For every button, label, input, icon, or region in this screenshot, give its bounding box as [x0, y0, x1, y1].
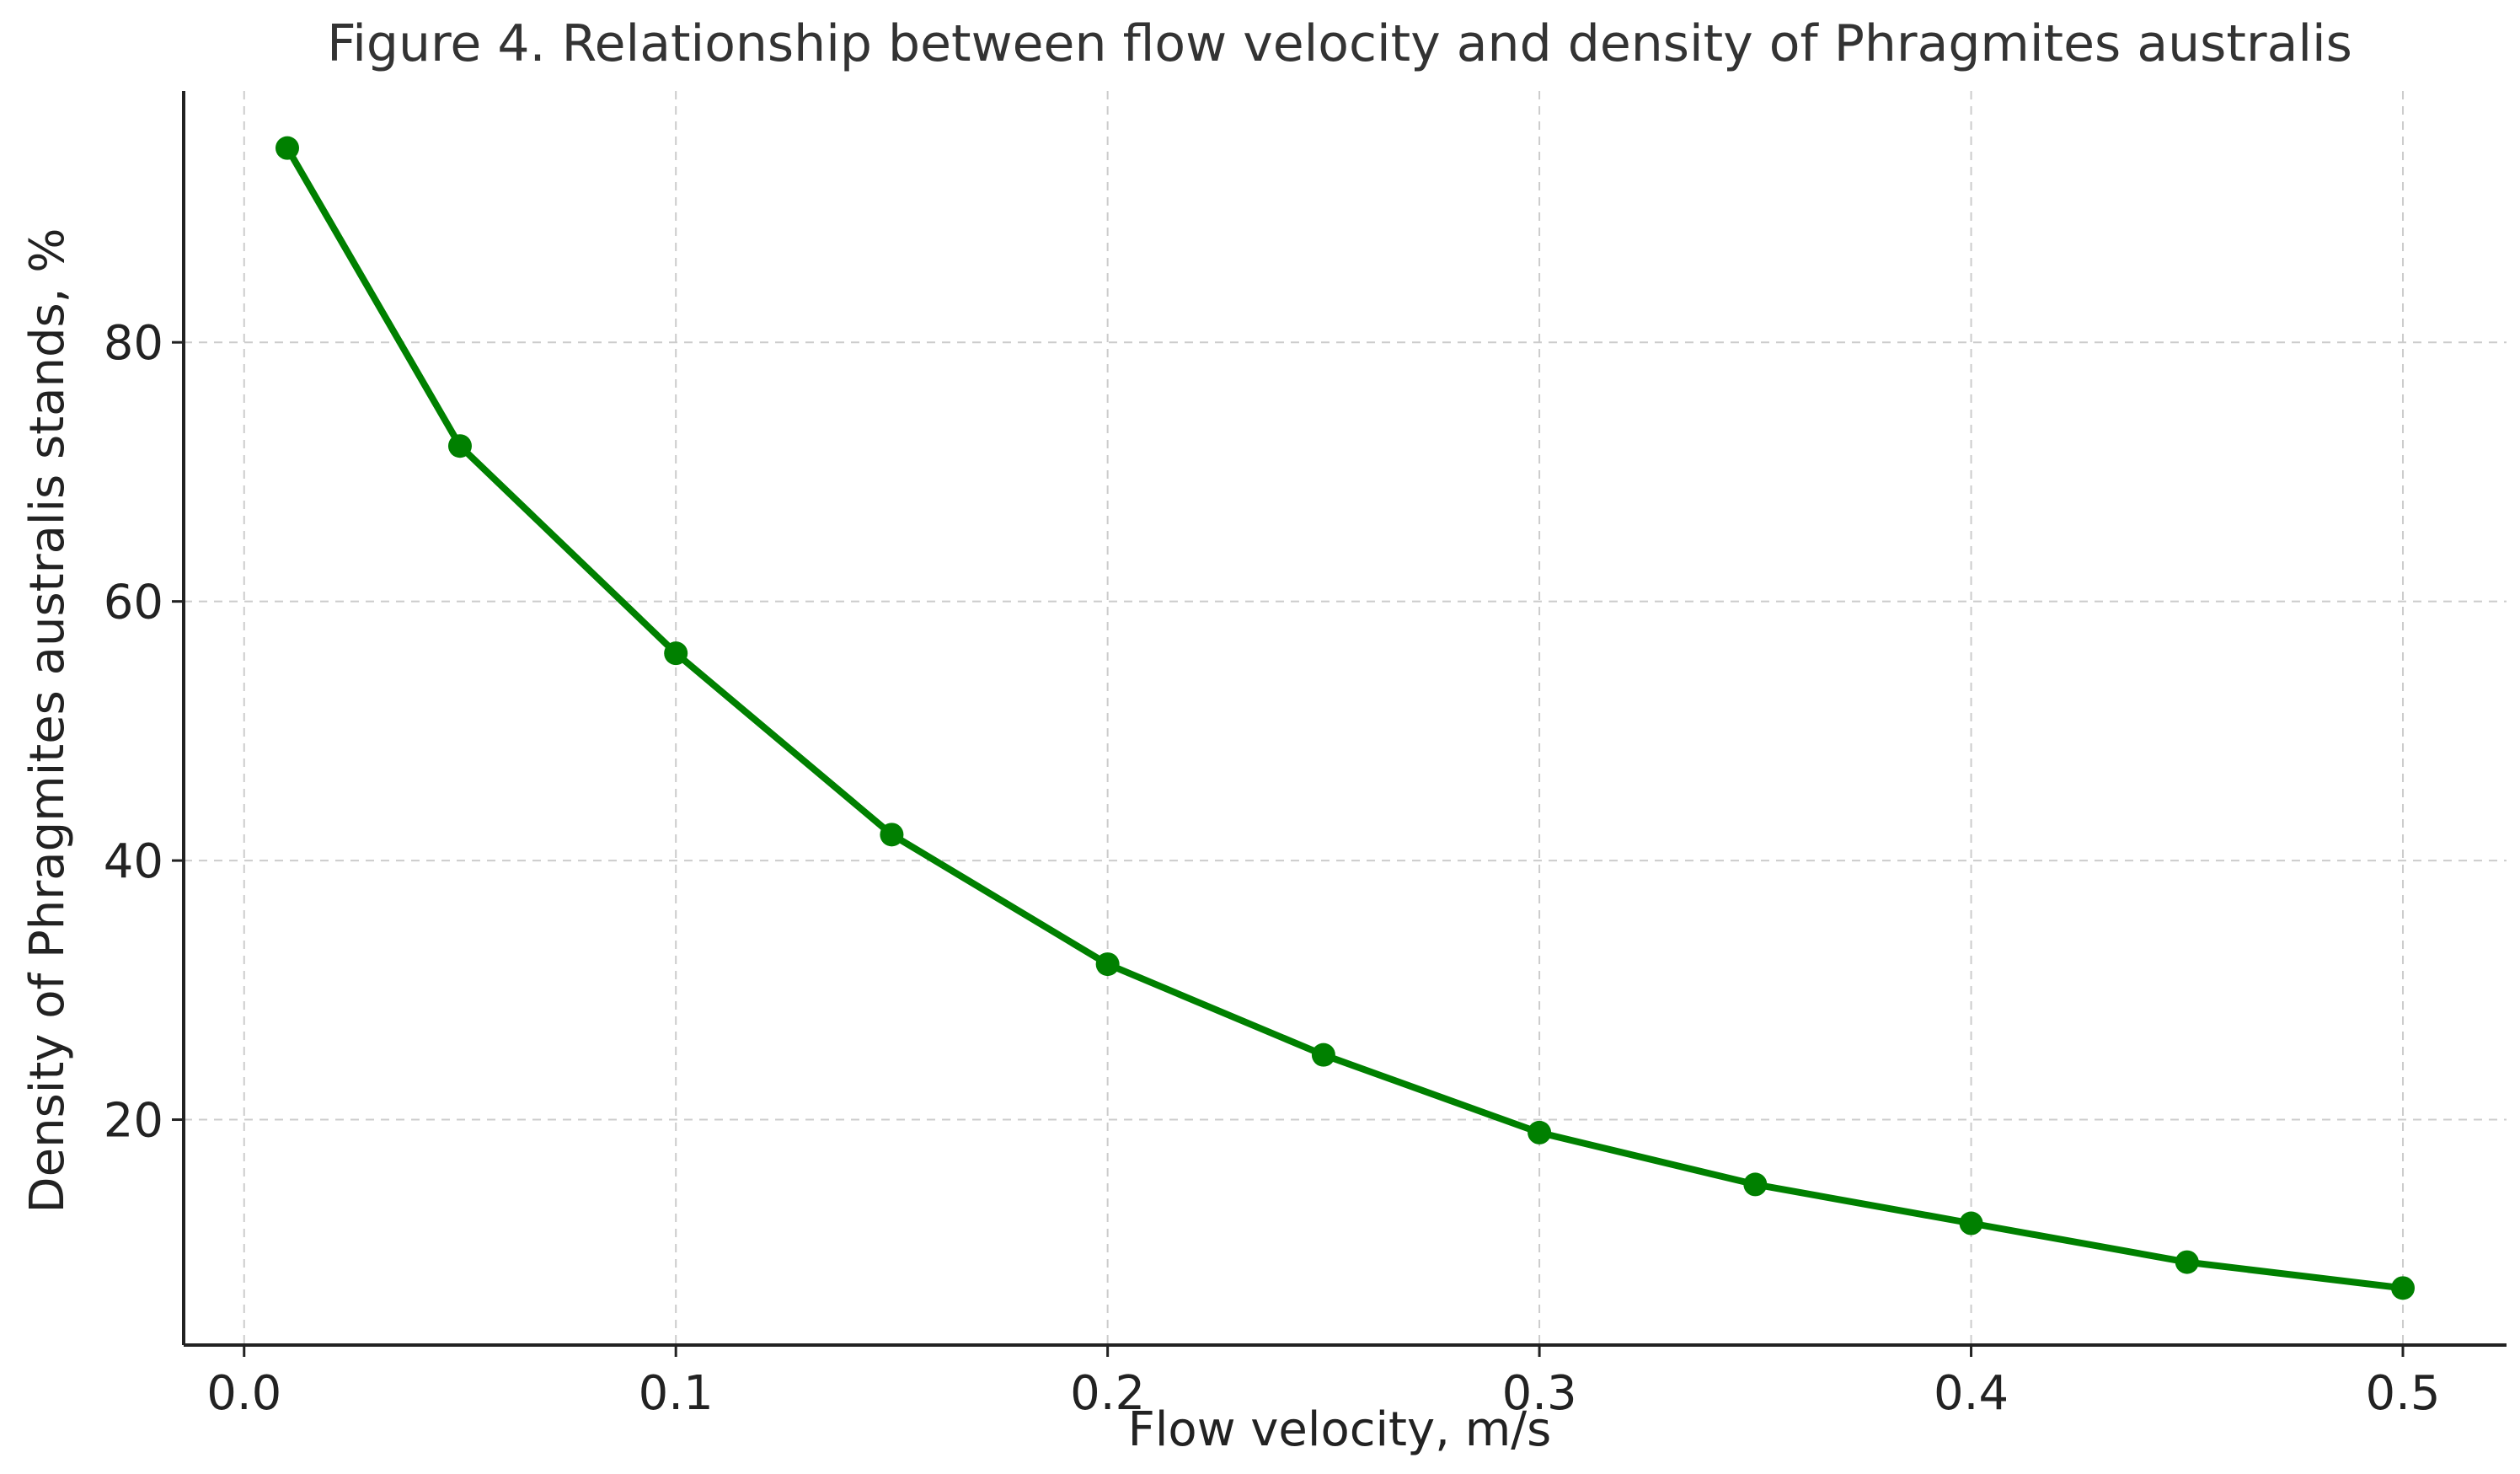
x-tick-label: 0.0 — [206, 1366, 281, 1421]
data-point — [1528, 1120, 1552, 1144]
data-point — [447, 434, 472, 458]
x-tick-label: 0.2 — [1070, 1366, 1145, 1421]
data-point — [1743, 1172, 1768, 1197]
grid — [184, 91, 2507, 1345]
data-point — [664, 641, 688, 666]
data-point — [1311, 1043, 1335, 1067]
ticks: 0.0 0.1 0.2 0.3 0.4 0.5 20 40 60 80 — [104, 316, 2441, 1421]
data-point — [2175, 1250, 2199, 1274]
data-point — [880, 823, 904, 847]
x-tick-label: 0.5 — [2365, 1366, 2440, 1421]
data-point — [1095, 952, 1120, 977]
series — [275, 136, 2416, 1300]
x-tick-label: 0.3 — [1502, 1366, 1577, 1421]
data-point — [1959, 1211, 1983, 1235]
x-axis-label: Flow velocity, m/s — [1128, 1402, 1552, 1457]
data-point — [275, 136, 299, 160]
axes — [182, 91, 2507, 1347]
y-tick-label: 60 — [104, 576, 163, 630]
data-point — [2391, 1276, 2416, 1300]
y-tick-label: 40 — [104, 834, 163, 889]
x-tick-label: 0.4 — [1934, 1366, 2009, 1421]
x-tick-label: 0.1 — [639, 1366, 714, 1421]
chart-title: Figure 4. Relationship between flow velo… — [327, 14, 2352, 73]
y-tick-label: 80 — [104, 316, 163, 371]
y-tick-label: 20 — [104, 1094, 163, 1149]
y-axis-label: Density of Phragmites australis stands, … — [20, 228, 75, 1214]
